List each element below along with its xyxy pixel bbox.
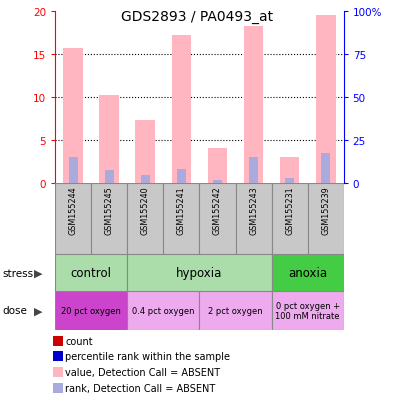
Text: GSM155242: GSM155242 bbox=[213, 186, 222, 235]
Bar bbox=[91, 184, 127, 254]
Bar bbox=[141, 176, 150, 184]
Bar bbox=[272, 184, 308, 254]
Text: stress: stress bbox=[2, 268, 33, 278]
Text: ▶: ▶ bbox=[34, 306, 43, 316]
Text: hypoxia: hypoxia bbox=[176, 266, 223, 279]
Bar bbox=[127, 184, 164, 254]
Text: value, Detection Call = ABSENT: value, Detection Call = ABSENT bbox=[65, 367, 220, 377]
Bar bbox=[316, 16, 335, 184]
Text: GSM155231: GSM155231 bbox=[285, 186, 294, 235]
Bar bbox=[55, 254, 127, 291]
Bar bbox=[321, 154, 330, 184]
Text: control: control bbox=[71, 266, 112, 279]
Bar bbox=[64, 48, 83, 184]
Bar bbox=[177, 169, 186, 184]
Bar bbox=[164, 184, 199, 254]
Bar bbox=[272, 291, 344, 330]
Bar bbox=[213, 180, 222, 184]
Bar bbox=[249, 158, 258, 184]
Bar bbox=[135, 120, 155, 184]
Text: GSM155239: GSM155239 bbox=[321, 186, 330, 235]
Bar bbox=[171, 36, 191, 184]
Text: anoxia: anoxia bbox=[288, 266, 327, 279]
Bar bbox=[69, 157, 78, 184]
Bar bbox=[308, 184, 344, 254]
Text: GSM155244: GSM155244 bbox=[69, 186, 78, 235]
Text: percentile rank within the sample: percentile rank within the sample bbox=[65, 351, 230, 361]
Bar bbox=[285, 179, 294, 184]
Bar bbox=[199, 184, 235, 254]
Text: count: count bbox=[65, 336, 93, 346]
Bar bbox=[199, 291, 272, 330]
Text: GSM155243: GSM155243 bbox=[249, 186, 258, 235]
Bar bbox=[127, 254, 272, 291]
Bar bbox=[244, 27, 263, 184]
Text: 20 pct oxygen: 20 pct oxygen bbox=[61, 306, 121, 315]
Bar bbox=[127, 291, 199, 330]
Bar bbox=[280, 158, 299, 184]
Text: rank, Detection Call = ABSENT: rank, Detection Call = ABSENT bbox=[65, 383, 215, 393]
Bar bbox=[55, 291, 127, 330]
Text: 2 pct oxygen: 2 pct oxygen bbox=[208, 306, 263, 315]
Text: GSM155240: GSM155240 bbox=[141, 186, 150, 235]
Bar bbox=[272, 254, 344, 291]
Text: GSM155241: GSM155241 bbox=[177, 186, 186, 235]
Text: GDS2893 / PA0493_at: GDS2893 / PA0493_at bbox=[121, 10, 274, 24]
Text: 0 pct oxygen +
100 mM nitrate: 0 pct oxygen + 100 mM nitrate bbox=[275, 301, 340, 320]
Bar bbox=[235, 184, 272, 254]
Text: GSM155245: GSM155245 bbox=[105, 186, 114, 235]
Text: 0.4 pct oxygen: 0.4 pct oxygen bbox=[132, 306, 195, 315]
Text: dose: dose bbox=[2, 306, 27, 316]
Bar bbox=[100, 95, 119, 184]
Bar bbox=[105, 171, 114, 184]
Text: ▶: ▶ bbox=[34, 268, 43, 278]
Bar bbox=[55, 184, 91, 254]
Bar bbox=[208, 149, 228, 184]
